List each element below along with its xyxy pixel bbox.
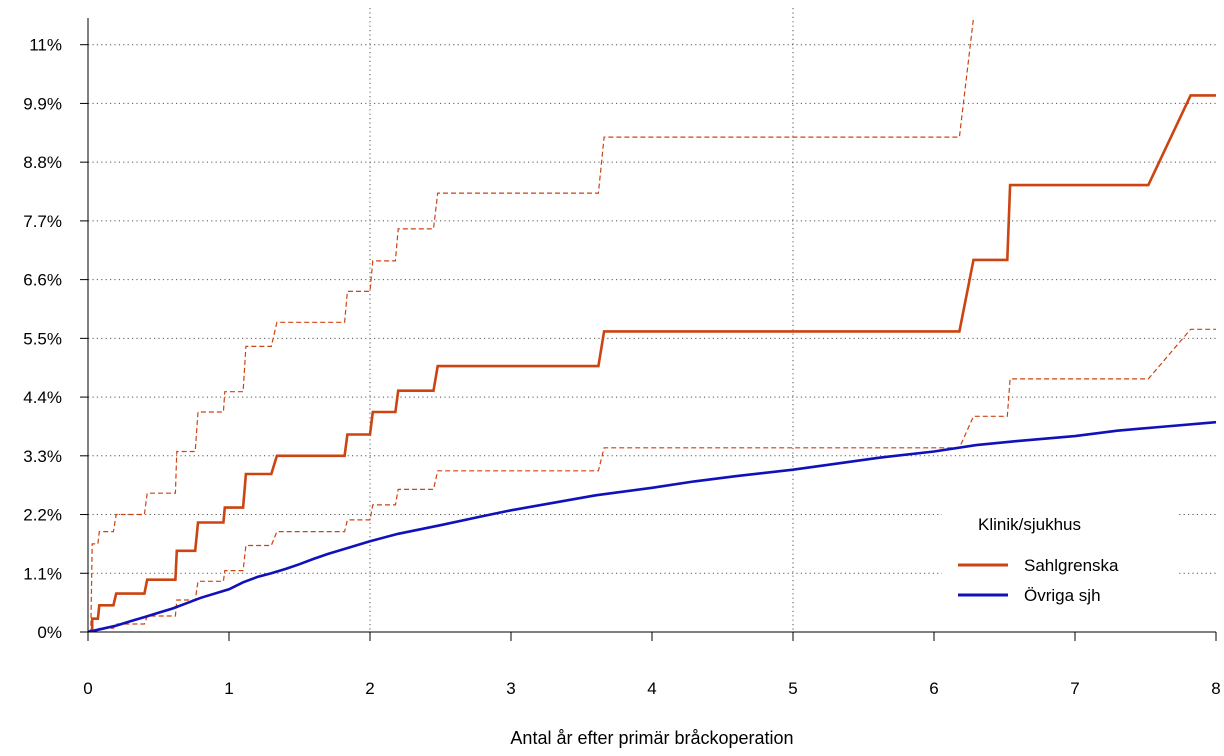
y-tick-label: 7.7% — [23, 212, 62, 231]
sahlgrenska-line — [88, 94, 1216, 632]
x-axis-title: Antal år efter primär bråckoperation — [510, 728, 793, 748]
sahlgrenska-lower-ci-line — [88, 328, 1216, 632]
x-tick-label: 6 — [929, 679, 938, 698]
x-tick-label: 0 — [83, 679, 92, 698]
legend-label-sahlgrenska: Sahlgrenska — [1024, 556, 1119, 575]
y-tick-label: 1.1% — [23, 564, 62, 583]
x-tick-label: 1 — [224, 679, 233, 698]
legend-title: Klinik/sjukhus — [978, 515, 1081, 534]
grid — [88, 8, 1216, 632]
x-tick-label: 5 — [788, 679, 797, 698]
axes: 0%1.1%2.2%3.3%4.4%5.5%6.6%7.7%8.8%9.9%11… — [23, 18, 1221, 698]
x-tick-label: 2 — [365, 679, 374, 698]
y-tick-label: 11% — [29, 36, 62, 55]
series-layer — [88, 17, 1217, 632]
sahlgrenska-upper-ci-line — [88, 17, 975, 632]
x-tick-label: 3 — [506, 679, 515, 698]
y-tick-label: 3.3% — [23, 447, 62, 466]
x-tick-label: 7 — [1070, 679, 1079, 698]
x-tick-label: 4 — [647, 679, 656, 698]
y-tick-label: 4.4% — [23, 388, 62, 407]
y-tick-label: 6.6% — [23, 271, 62, 290]
y-tick-label: 0% — [37, 623, 62, 642]
y-tick-label: 5.5% — [23, 329, 62, 348]
x-tick-label: 8 — [1211, 679, 1220, 698]
y-tick-label: 9.9% — [23, 94, 62, 113]
legend: Klinik/sjukhus Sahlgrenska Övriga sjh — [942, 505, 1177, 625]
legend-label-ovriga: Övriga sjh — [1024, 586, 1101, 605]
y-tick-label: 2.2% — [23, 506, 62, 525]
ovriga-sjh-line — [88, 420, 1217, 632]
y-tick-label: 8.8% — [23, 153, 62, 172]
